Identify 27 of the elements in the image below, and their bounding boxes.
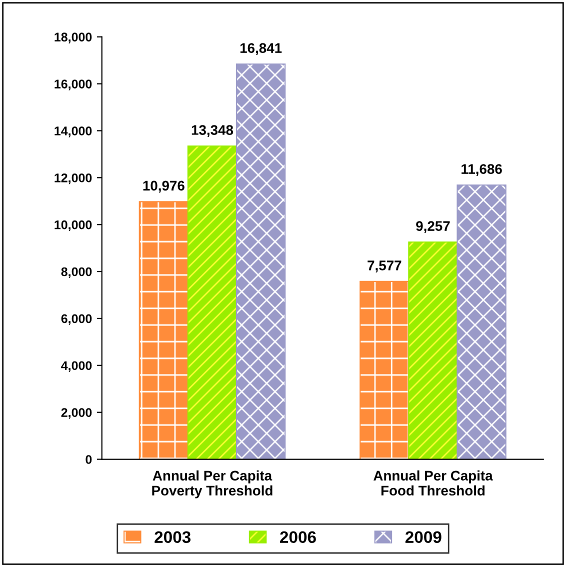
data-label: 16,841 — [240, 43, 282, 55]
data-label: 7,577 — [368, 260, 402, 272]
data-label: 9,257 — [416, 221, 450, 233]
legend-label: 2003 — [154, 531, 191, 544]
y-tick-label: 10,000 — [54, 220, 92, 232]
y-tick-label: 8,000 — [61, 267, 92, 278]
bar — [360, 280, 410, 460]
legend-label: 2006 — [280, 531, 316, 544]
y-tick-label: 12,000 — [54, 173, 92, 184]
data-label: 13,348 — [192, 125, 234, 137]
data-label: 10,976 — [143, 180, 184, 193]
bar — [456, 184, 506, 460]
y-tick-label: 4,000 — [61, 361, 92, 372]
y-tick-label: 16,000 — [54, 80, 92, 90]
bar — [236, 64, 286, 460]
y-tick-label: 14,000 — [54, 126, 92, 138]
x-tick-label: Annual Per Capita Food Threshold — [374, 470, 493, 496]
bar — [187, 145, 238, 460]
y-tick-label: 18,000 — [54, 32, 92, 44]
legend-label: 2009 — [405, 531, 442, 544]
y-tick-label: 2,000 — [61, 408, 92, 419]
data-label: 11,686 — [462, 164, 502, 176]
y-tick-label: 0 — [86, 455, 92, 464]
bar — [138, 201, 189, 460]
bar — [408, 241, 458, 460]
y-tick-label: 6,000 — [61, 314, 92, 325]
x-tick-label: Annual Per Capita Poverty Threshold — [152, 470, 272, 498]
